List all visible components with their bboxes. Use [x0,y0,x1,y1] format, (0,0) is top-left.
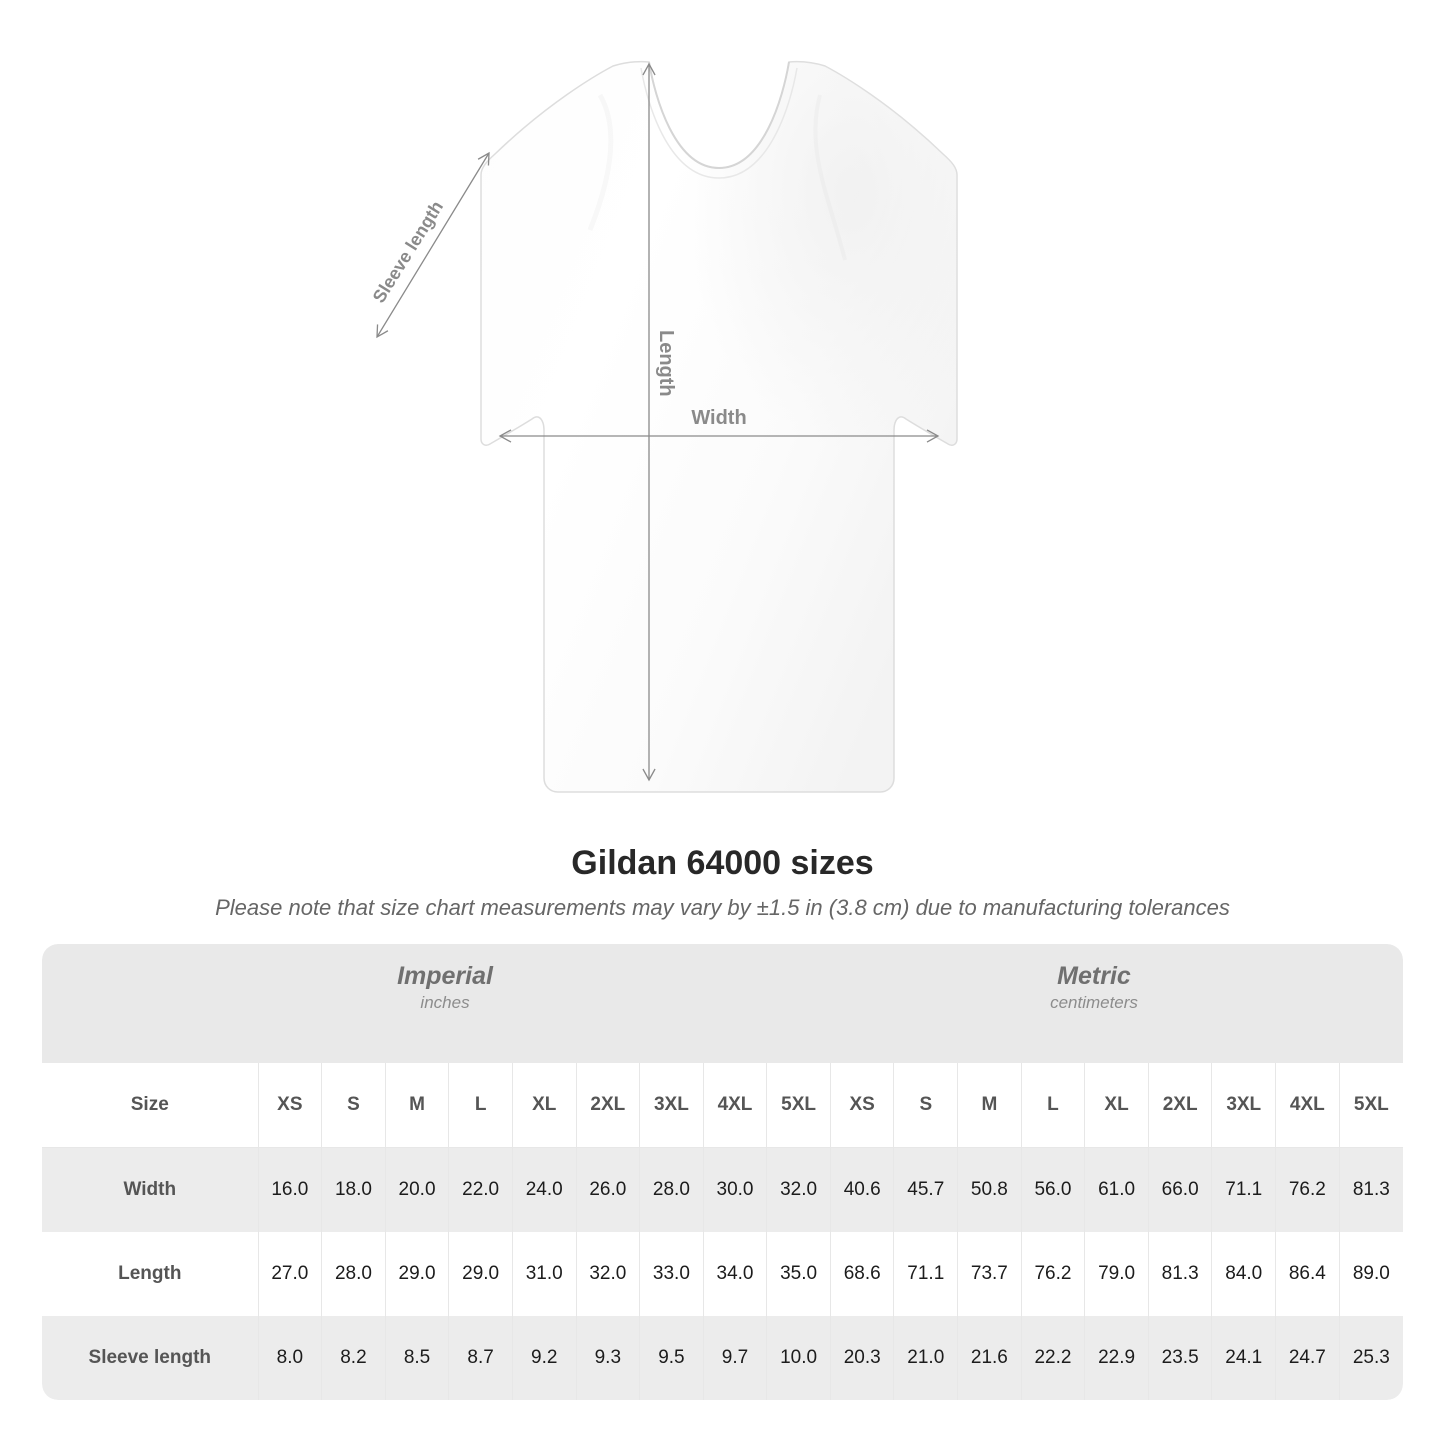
svg-text:Width: Width [691,407,746,429]
svg-text:Sleeve length: Sleeve length [369,197,447,306]
svg-text:Length: Length [655,330,677,397]
